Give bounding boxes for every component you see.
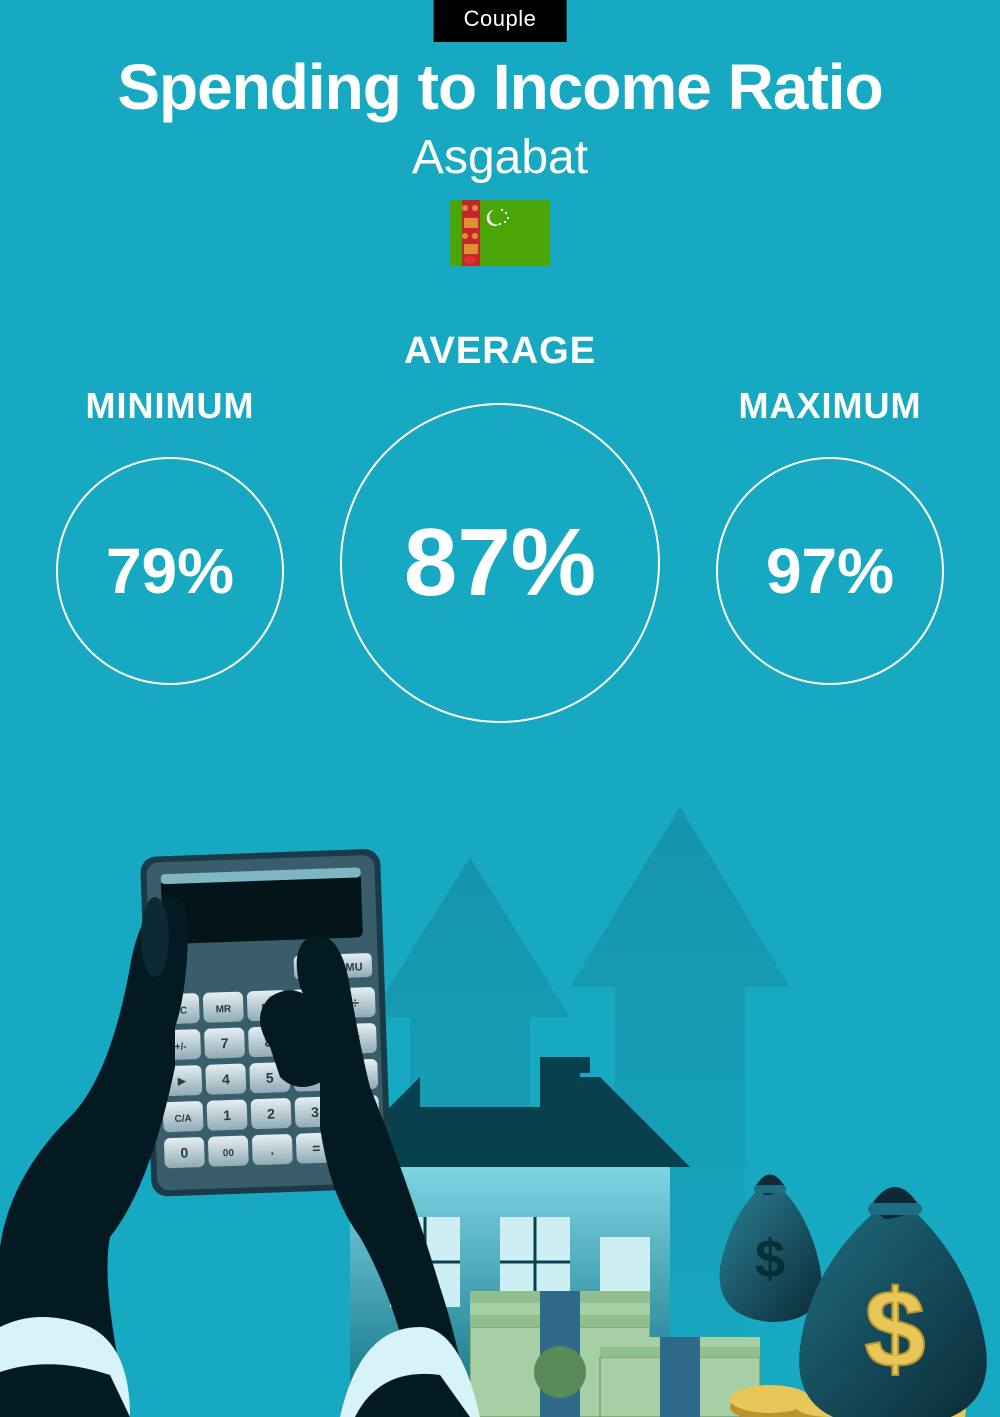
money-stack-icon: [470, 1291, 760, 1417]
stat-average: AVERAGE 87%: [340, 330, 660, 723]
stat-maximum: MAXIMUM 97%: [710, 385, 950, 685]
illustration: $ $ % MU MC MR M- M+ ÷ +/- 7 8 9 × ► 4 5 6 − C/A 1 2 3 +: [0, 767, 1000, 1417]
svg-text:−: −: [353, 1066, 362, 1082]
svg-text:3: 3: [311, 1104, 320, 1120]
svg-text:2: 2: [267, 1105, 276, 1121]
svg-text:×: ×: [352, 1030, 361, 1046]
stats-row: MINIMUM 79% AVERAGE 87% MAXIMUM 97%: [0, 330, 1000, 750]
page-title: Spending to Income Ratio: [0, 50, 1000, 124]
svg-text:=: =: [312, 1140, 321, 1156]
svg-text:$: $: [864, 1268, 925, 1391]
svg-text:.: .: [270, 1141, 274, 1157]
stat-circle-maximum: 97%: [716, 457, 944, 685]
category-badge: Couple: [434, 0, 567, 42]
svg-text:MR: MR: [215, 1004, 232, 1016]
stat-label-maximum: MAXIMUM: [710, 385, 950, 427]
stat-circle-minimum: 79%: [56, 457, 284, 685]
house-icon: [330, 1057, 690, 1417]
svg-text:►: ►: [175, 1072, 189, 1088]
stat-label-minimum: MINIMUM: [50, 385, 290, 427]
stat-circle-average: 87%: [340, 403, 660, 723]
city-subtitle: Asgabat: [0, 130, 1000, 185]
svg-text:+/-: +/-: [174, 1041, 186, 1052]
svg-text:9: 9: [308, 1032, 317, 1048]
svg-text:C/A: C/A: [174, 1113, 192, 1125]
stat-minimum: MINIMUM 79%: [50, 385, 290, 685]
svg-text:MU: MU: [345, 961, 363, 974]
svg-text:+: +: [355, 1102, 364, 1118]
svg-text:0: 0: [180, 1144, 189, 1160]
svg-text:5: 5: [266, 1069, 275, 1085]
svg-text:8: 8: [264, 1033, 273, 1049]
stat-label-average: AVERAGE: [340, 330, 660, 373]
calculator-icon: % MU MCMRM-M+÷+/-789×►456−C/A123+000.=: [0, 849, 480, 1417]
svg-text:6: 6: [310, 1068, 319, 1084]
svg-text:M-: M-: [261, 1002, 273, 1013]
svg-text:1: 1: [223, 1107, 232, 1123]
svg-text:00: 00: [223, 1148, 235, 1159]
svg-text:%: %: [306, 961, 317, 975]
svg-text:$: $: [755, 1229, 785, 1289]
svg-text:MC: MC: [171, 1005, 187, 1017]
flag-icon: [450, 200, 550, 266]
svg-text:4: 4: [222, 1071, 231, 1087]
svg-text:÷: ÷: [351, 994, 360, 1010]
svg-text:7: 7: [220, 1035, 229, 1051]
coins-icon: [730, 1361, 966, 1417]
money-bag-icon: $: [799, 1187, 987, 1417]
svg-text:M+: M+: [304, 1001, 319, 1012]
small-money-bag-icon: $: [720, 1175, 822, 1323]
